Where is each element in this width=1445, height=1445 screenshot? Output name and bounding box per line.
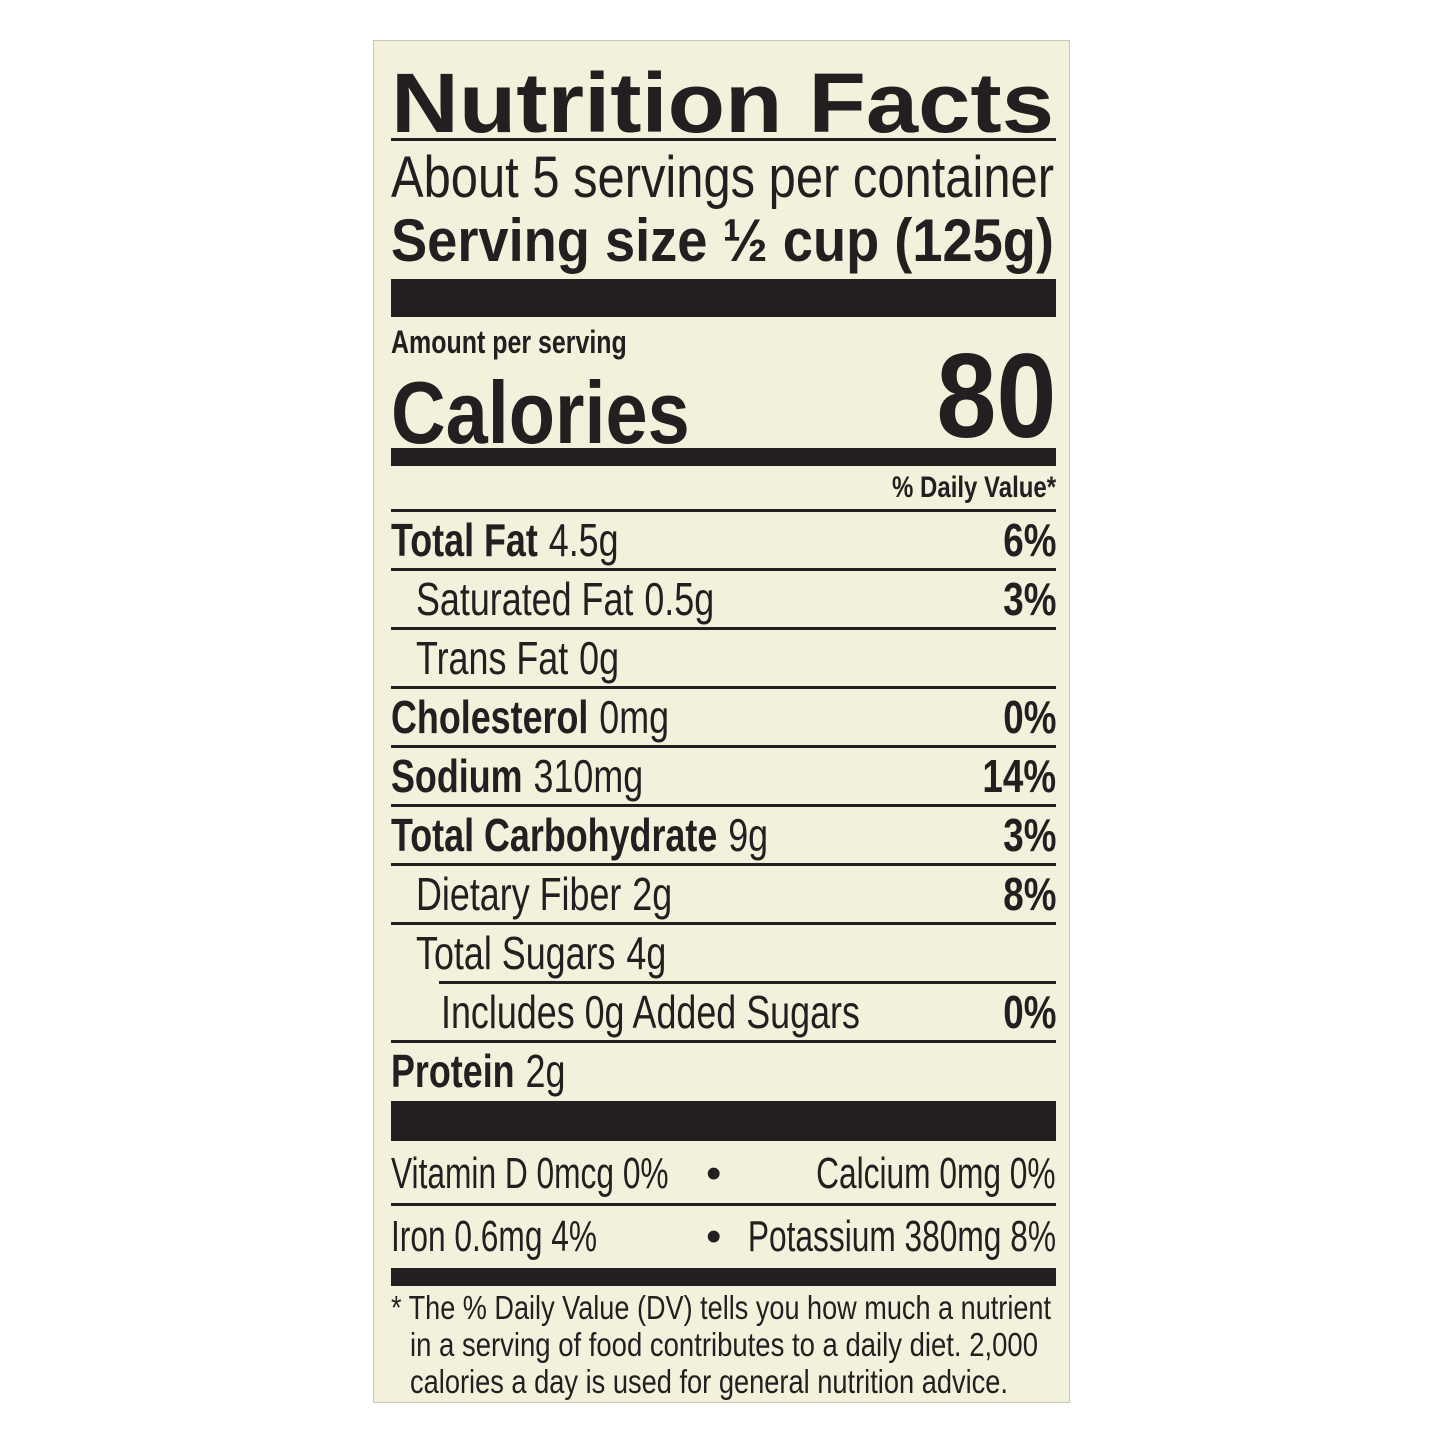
footnote-line: calories a day is used for general nutri… (410, 1363, 1008, 1400)
daily-value-header: % Daily Value* (891, 471, 1056, 504)
nutrient-label: Sodium (391, 750, 523, 802)
nutrient-label: Total Fat (391, 514, 538, 566)
servings-per-container: About 5 servings per container (391, 145, 1054, 210)
nutrient-label: Protein (391, 1045, 515, 1097)
nutrient-row-dietary-fiber: Dietary Fiber 2g 8% (391, 866, 1056, 925)
nutrient-amount: 0.5g (644, 573, 715, 625)
nutrient-amount: 0mg (599, 691, 670, 743)
bullet: • (706, 1149, 722, 1198)
vitamin-d: Vitamin D 0mcg 0% (391, 1149, 669, 1198)
nutrient-amount: 4g (626, 927, 667, 979)
nutrient-dv: 6% (1002, 514, 1056, 566)
nutrient-row-cholesterol: Cholesterol 0mg 0% (391, 689, 1056, 748)
label-title: Nutrition Facts (391, 56, 1054, 150)
nutrient-label: Total Carbohydrate (391, 809, 718, 861)
potassium: Potassium 380mg 8% (747, 1212, 1056, 1261)
nutrition-facts-label: Nutrition Facts About 5 servings per con… (373, 40, 1070, 1403)
nutrient-dv: 3% (1002, 809, 1056, 861)
nutrient-label: Dietary Fiber (416, 868, 622, 920)
nutrient-label: Saturated Fat (416, 573, 634, 625)
iron: Iron 0.6mg 4% (391, 1212, 598, 1261)
nutrient-dv: 0% (1002, 986, 1056, 1038)
medium-divider (391, 448, 1056, 466)
calories-label: Calories (391, 363, 690, 462)
amount-per-serving-row: Amount per serving (391, 326, 1056, 358)
nutrient-label: Trans Fat (416, 632, 569, 684)
nutrient-dv: 3% (1002, 573, 1056, 625)
servings-row: About 5 servings per container (391, 149, 1056, 207)
footnote: * The % Daily Value (DV) tells you how m… (391, 1289, 1056, 1400)
nutrient-row-saturated-fat: Saturated Fat 0.5g 3% (391, 571, 1056, 630)
nutrient-amount: 2g (525, 1045, 566, 1097)
medium-divider (391, 1268, 1056, 1286)
divider (391, 138, 1056, 141)
divider (391, 509, 1056, 512)
nutrient-label: Total Sugars (416, 927, 616, 979)
nutrient-label: Cholesterol (391, 691, 589, 743)
thick-divider (391, 279, 1056, 317)
nutrient-row-total-fat: Total Fat 4.5g 6% (391, 512, 1056, 571)
nutrient-row-added-sugars: Includes 0g Added Sugars 0% (391, 984, 1056, 1043)
nutrient-amount: 9g (728, 809, 769, 861)
micros-row-2: Iron 0.6mg 4% • Potassium 380mg 8% (391, 1209, 1056, 1268)
nutrient-amount: 310mg (533, 750, 644, 802)
nutrient-amount: 4.5g (548, 514, 619, 566)
footnote-line: * The % Daily Value (DV) tells you how m… (391, 1289, 1051, 1326)
nutrient-amount: 2g (632, 868, 673, 920)
nutrient-row-protein: Protein 2g (391, 1043, 1056, 1102)
calories-value: 80 (935, 329, 1056, 463)
nutrient-row-total-sugars: Total Sugars 4g (391, 925, 1056, 984)
serving-size-label: Serving size (391, 207, 708, 274)
amount-per-serving: Amount per serving (391, 324, 627, 360)
serving-size-value: ½ cup (125g) (722, 207, 1054, 274)
nutrient-dv: 8% (1002, 868, 1056, 920)
calcium: Calcium 0mg 0% (816, 1149, 1056, 1198)
nutrient-amount: 0g (579, 632, 620, 684)
serving-size: Serving size ½ cup (125g) (391, 211, 1054, 271)
daily-value-header-row: % Daily Value* (391, 471, 1056, 507)
nutrient-row-total-carbohydrate: Total Carbohydrate 9g 3% (391, 807, 1056, 866)
calories-row: Calories 80 (391, 336, 1056, 462)
nutrient-dv: 14% (982, 750, 1056, 802)
nutrient-row-trans-fat: Trans Fat 0g (391, 630, 1056, 689)
label-title-wrap: Nutrition Facts (391, 61, 1056, 145)
divider (439, 981, 1056, 984)
nutrient-label: Includes 0g Added Sugars (441, 986, 860, 1038)
micros-row-1: Vitamin D 0mcg 0% • Calcium 0mg 0% (391, 1146, 1056, 1206)
thick-divider (391, 1101, 1056, 1141)
nutrient-dv: 0% (1002, 691, 1056, 743)
footnote-line: in a serving of food contributes to a da… (410, 1326, 1038, 1363)
bullet: • (706, 1212, 722, 1261)
serving-size-row: Serving size ½ cup (125g) (391, 211, 1056, 271)
nutrient-row-sodium: Sodium 310mg 14% (391, 748, 1056, 807)
